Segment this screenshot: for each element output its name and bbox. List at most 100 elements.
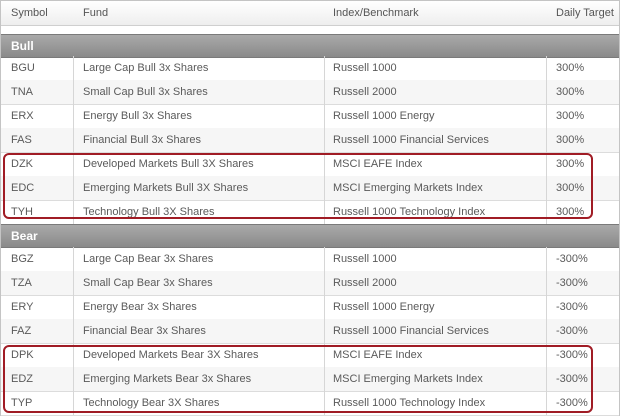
table-row[interactable]: DZK Developed Markets Bull 3X Shares MSCI …: [1, 152, 619, 177]
column-divider: [324, 295, 325, 319]
daily-target-cell: -300%: [556, 349, 588, 361]
column-divider: [546, 271, 547, 295]
column-divider: [73, 391, 74, 415]
symbol-cell: TYH: [11, 206, 33, 218]
daily-target-cell: -300%: [556, 397, 588, 409]
column-divider: [324, 176, 325, 200]
table-row[interactable]: EDC Emerging Markets Bull 3X Shares MSCI E…: [1, 176, 619, 201]
column-divider: [73, 367, 74, 391]
table-row[interactable]: BGZ Large Cap Bear 3x Shares Russell 1000 -…: [1, 247, 619, 272]
symbol-cell: ERY: [11, 301, 34, 313]
column-divider: [546, 80, 547, 104]
column-divider: [324, 247, 325, 271]
index-cell: Russell 1000 Technology Index: [333, 397, 486, 409]
column-divider: [73, 80, 74, 104]
table-row[interactable]: TYP Technology Bear 3X Shares Russell 1000…: [1, 391, 619, 416]
column-divider: [324, 391, 325, 415]
index-cell: Russell 2000: [333, 86, 397, 98]
table-row[interactable]: FAZ Financial Bear 3x Shares Russell 1000 …: [1, 319, 619, 344]
table-row[interactable]: FAS Financial Bull 3x Shares Russell 1000 …: [1, 128, 619, 153]
index-cell: Russell 1000: [333, 253, 397, 265]
column-divider: [546, 343, 547, 367]
column-divider: [546, 56, 547, 80]
fund-cell: Developed Markets Bull 3X Shares: [83, 158, 254, 170]
table-row[interactable]: DPK Developed Markets Bear 3X Shares MSCI …: [1, 343, 619, 368]
fund-cell: Small Cap Bear 3x Shares: [83, 277, 213, 289]
column-divider: [324, 367, 325, 391]
symbol-cell: EDC: [11, 182, 35, 194]
column-divider: [324, 80, 325, 104]
daily-target-cell: 300%: [556, 134, 585, 146]
table-header: Symbol Fund Index/Benchmark Daily Target: [1, 1, 619, 26]
symbol-cell: TNA: [11, 86, 33, 98]
column-divider: [546, 295, 547, 319]
daily-target-cell: -300%: [556, 373, 588, 385]
daily-target-cell: 300%: [556, 158, 585, 170]
table-row[interactable]: BGU Large Cap Bull 3x Shares Russell 1000 3…: [1, 56, 619, 81]
column-divider: [73, 176, 74, 200]
column-divider: [73, 152, 74, 176]
column-divider: [324, 319, 325, 343]
index-cell: Russell 1000 Energy: [333, 301, 435, 313]
daily-target-cell: 300%: [556, 206, 585, 218]
column-divider: [546, 200, 547, 224]
fund-cell: Financial Bear 3x Shares: [83, 325, 206, 337]
index-cell: MSCI Emerging Markets Index: [333, 182, 483, 194]
symbol-cell: BGU: [11, 62, 35, 74]
column-divider: [546, 319, 547, 343]
index-cell: MSCI EAFE Index: [333, 349, 423, 361]
symbol-cell: BGZ: [11, 253, 34, 265]
column-header-daily-target[interactable]: Daily Target: [556, 7, 614, 19]
daily-target-cell: 300%: [556, 110, 585, 122]
symbol-cell: ERX: [11, 110, 34, 122]
table-row[interactable]: ERX Energy Bull 3x Shares Russell 1000 Ene…: [1, 104, 619, 129]
column-divider: [73, 200, 74, 224]
table-row[interactable]: EDZ Emerging Markets Bear 3x Shares MSCI E…: [1, 367, 619, 392]
fund-cell: Energy Bull 3x Shares: [83, 110, 192, 122]
column-header-fund[interactable]: Fund: [83, 7, 109, 19]
fund-cell: Technology Bear 3X Shares: [83, 397, 220, 409]
section-header-bear: Bear: [1, 224, 619, 248]
table-row[interactable]: ERY Energy Bear 3x Shares Russell 1000 Ene…: [1, 295, 619, 320]
column-divider: [546, 128, 547, 152]
symbol-cell: EDZ: [11, 373, 33, 385]
section-label: Bull: [11, 39, 34, 53]
column-divider: [73, 295, 74, 319]
daily-target-cell: 300%: [556, 86, 585, 98]
column-divider: [324, 152, 325, 176]
section-label: Bear: [11, 229, 38, 243]
column-header-index[interactable]: Index/Benchmark: [333, 7, 419, 19]
fund-cell: Large Cap Bear 3x Shares: [83, 253, 214, 265]
index-cell: MSCI EAFE Index: [333, 158, 423, 170]
fund-cell: Developed Markets Bear 3X Shares: [83, 349, 259, 361]
daily-target-cell: -300%: [556, 301, 588, 313]
index-cell: Russell 1000 Technology Index: [333, 206, 486, 218]
column-divider: [73, 128, 74, 152]
column-divider: [546, 367, 547, 391]
column-divider: [324, 104, 325, 128]
table-row[interactable]: TYH Technology Bull 3X Shares Russell 1000…: [1, 200, 619, 225]
daily-target-cell: -300%: [556, 325, 588, 337]
index-cell: Russell 2000: [333, 277, 397, 289]
table-row[interactable]: TZA Small Cap Bear 3x Shares Russell 2000 -…: [1, 271, 619, 296]
table-row[interactable]: TNA Small Cap Bull 3x Shares Russell 2000 3…: [1, 80, 619, 105]
column-divider: [73, 247, 74, 271]
column-divider: [73, 319, 74, 343]
column-divider: [546, 391, 547, 415]
column-divider: [546, 247, 547, 271]
symbol-cell: FAZ: [11, 325, 32, 337]
daily-target-cell: -300%: [556, 277, 588, 289]
index-cell: Russell 1000 Energy: [333, 110, 435, 122]
fund-cell: Large Cap Bull 3x Shares: [83, 62, 209, 74]
column-divider: [324, 200, 325, 224]
symbol-cell: TZA: [11, 277, 32, 289]
column-divider: [546, 152, 547, 176]
column-header-symbol[interactable]: Symbol: [11, 7, 48, 19]
column-divider: [73, 56, 74, 80]
symbol-cell: TYP: [11, 397, 33, 409]
fund-cell: Emerging Markets Bear 3x Shares: [83, 373, 252, 385]
daily-target-cell: 300%: [556, 182, 585, 194]
daily-target-cell: -300%: [556, 253, 588, 265]
column-divider: [324, 343, 325, 367]
